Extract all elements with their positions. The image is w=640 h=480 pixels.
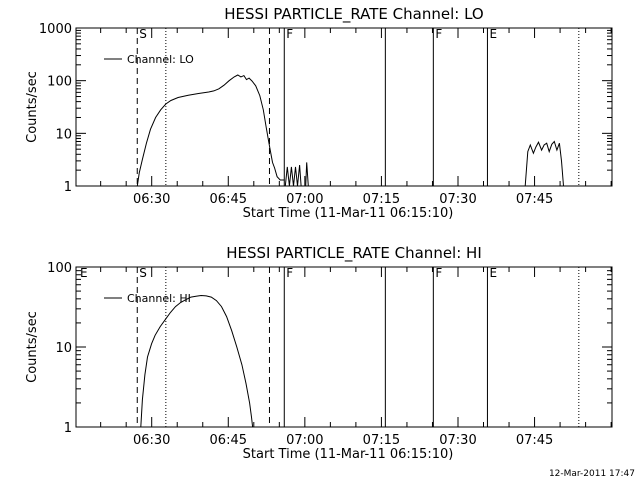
event-marker-label: F xyxy=(286,266,293,280)
lo-channel-panel: HESSI PARTICLE_RATE Channel: LO 1 10 100 100… xyxy=(25,5,613,221)
x-tick-label: 06:45 xyxy=(210,192,247,207)
data-series-line xyxy=(524,140,564,187)
legend-label: Channel: HI xyxy=(127,292,191,305)
x-axis-label: Start Time (11-Mar-11 06:15:10) xyxy=(243,206,454,221)
hi-channel-panel: HESSI PARTICLE_RATE Channel: HI 1 10 100 06:… xyxy=(25,244,613,462)
y-tick-label: 1 xyxy=(64,421,72,436)
x-tick-label: 07:00 xyxy=(286,192,323,207)
x-tick-label: 07:15 xyxy=(363,192,400,207)
data-series-line xyxy=(136,74,285,187)
event-marker-label: F xyxy=(435,27,442,41)
y-axis-label: Counts/sec xyxy=(25,71,40,143)
x-tick-label: 06:30 xyxy=(133,433,170,448)
y-axis-label: Counts/sec xyxy=(25,311,40,383)
data-series-line xyxy=(305,162,309,187)
x-axis-label: Start Time (11-Mar-11 06:15:10) xyxy=(243,447,454,462)
y-tick-label: 10 xyxy=(55,127,72,142)
x-tick-label: 07:45 xyxy=(516,192,553,207)
data-series-line xyxy=(140,294,254,428)
event-marker-label: S xyxy=(139,266,147,280)
x-tick-label: 07:45 xyxy=(516,433,553,448)
x-tick-label: 07:30 xyxy=(439,433,476,448)
data-series-line xyxy=(284,164,302,187)
chart-title: HESSI PARTICLE_RATE Channel: HI xyxy=(226,244,482,263)
y-tick-label: 1 xyxy=(64,180,72,195)
x-tick-label: 07:15 xyxy=(363,433,400,448)
y-tick-label: 100 xyxy=(47,75,72,90)
plot-timestamp: 12-Mar-2011 17:47 xyxy=(549,469,635,479)
event-marker-label: E xyxy=(80,266,88,280)
event-marker-label: S xyxy=(139,27,147,41)
event-marker-label: F xyxy=(435,266,442,280)
legend-label: Channel: LO xyxy=(127,53,194,66)
x-tick-label: 06:45 xyxy=(210,433,247,448)
plot-frame xyxy=(75,27,613,187)
y-tick-label: 1000 xyxy=(39,22,72,37)
event-marker-label: E xyxy=(489,266,497,280)
chart-title: HESSI PARTICLE_RATE Channel: LO xyxy=(224,5,483,24)
x-tick-label: 07:00 xyxy=(286,433,323,448)
y-tick-label: 10 xyxy=(55,341,72,356)
event-marker-label: F xyxy=(286,27,293,41)
plot-frame xyxy=(75,266,613,428)
event-marker-label: E xyxy=(489,27,497,41)
x-tick-label: 07:30 xyxy=(439,192,476,207)
x-tick-label: 06:30 xyxy=(133,192,170,207)
y-tick-label: 100 xyxy=(47,261,72,276)
